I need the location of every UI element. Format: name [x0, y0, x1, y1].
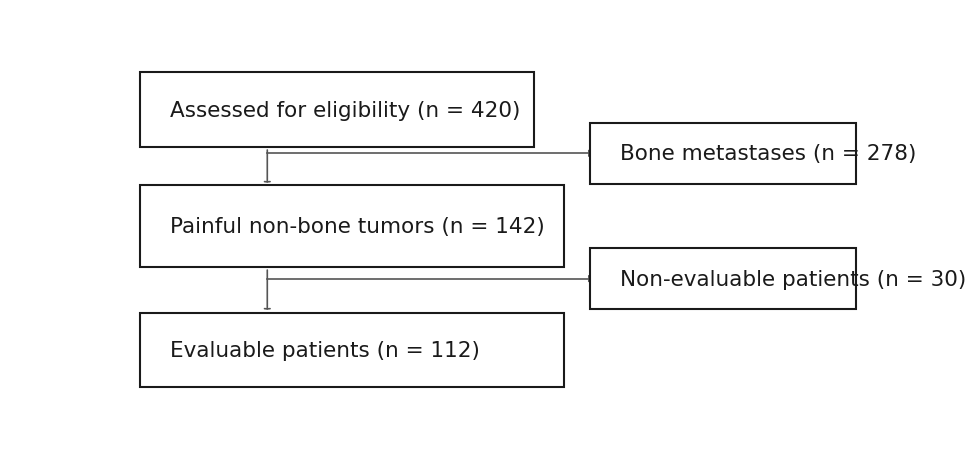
Text: Painful non-bone tumors (n = 142): Painful non-bone tumors (n = 142): [169, 217, 545, 237]
Text: Assessed for eligibility (n = 420): Assessed for eligibility (n = 420): [169, 101, 520, 120]
Bar: [139, 73, 533, 148]
Bar: [590, 124, 857, 184]
Bar: [139, 313, 563, 387]
Text: Evaluable patients (n = 112): Evaluable patients (n = 112): [169, 340, 479, 360]
Bar: [139, 186, 563, 268]
Text: Bone metastases (n = 278): Bone metastases (n = 278): [620, 144, 917, 164]
Bar: [590, 249, 857, 309]
Text: Non-evaluable patients (n = 30): Non-evaluable patients (n = 30): [620, 269, 966, 289]
